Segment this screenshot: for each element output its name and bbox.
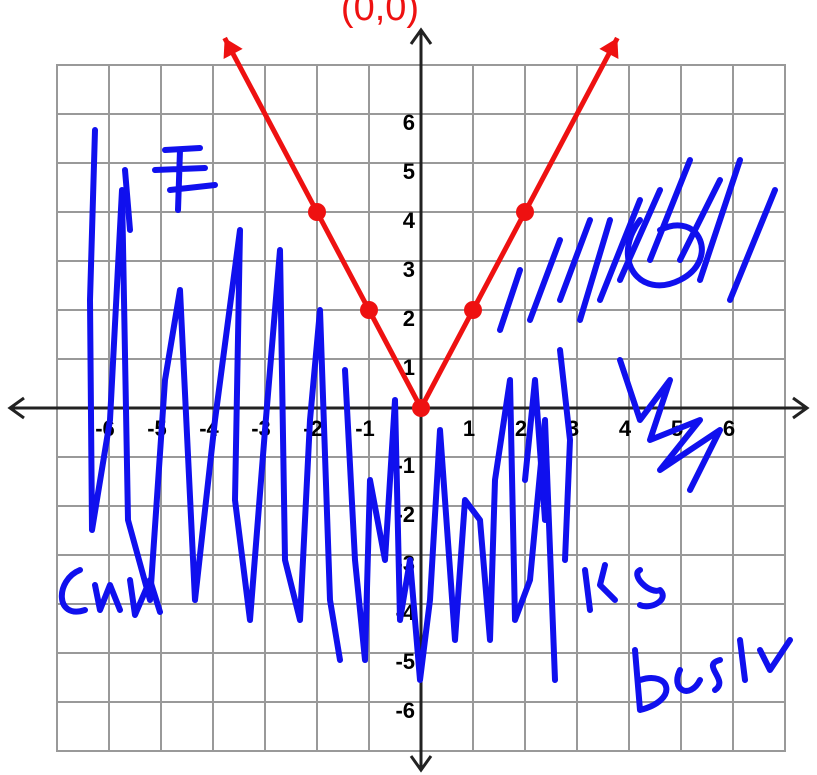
scribble [125, 148, 215, 230]
scribble [635, 640, 790, 710]
y-tick-label: -6 [395, 698, 415, 723]
y-tick-label: 2 [403, 306, 415, 331]
chart: (0,0) -6-5-4-3-2-1123456-6-5-4-3-2-11234… [0, 0, 817, 775]
data-point [360, 301, 378, 319]
data-point [464, 301, 482, 319]
x-tick-label: 6 [723, 416, 735, 441]
y-tick-label: 5 [403, 159, 415, 184]
x-tick-label: 4 [619, 416, 632, 441]
data-point [412, 399, 430, 417]
x-tick-label: -1 [355, 416, 375, 441]
y-tick-label: 6 [403, 110, 415, 135]
page: {"chart_data": {"type": "line", "title":… [0, 0, 817, 775]
data-point [516, 203, 534, 221]
y-tick-label: 4 [403, 208, 416, 233]
x-tick-label: 2 [515, 416, 527, 441]
y-tick-label: -5 [395, 649, 415, 674]
data-point [308, 203, 326, 221]
x-tick-label: 1 [463, 416, 475, 441]
y-tick-label: 3 [403, 257, 415, 282]
chart-title: (0,0) [341, 0, 419, 29]
